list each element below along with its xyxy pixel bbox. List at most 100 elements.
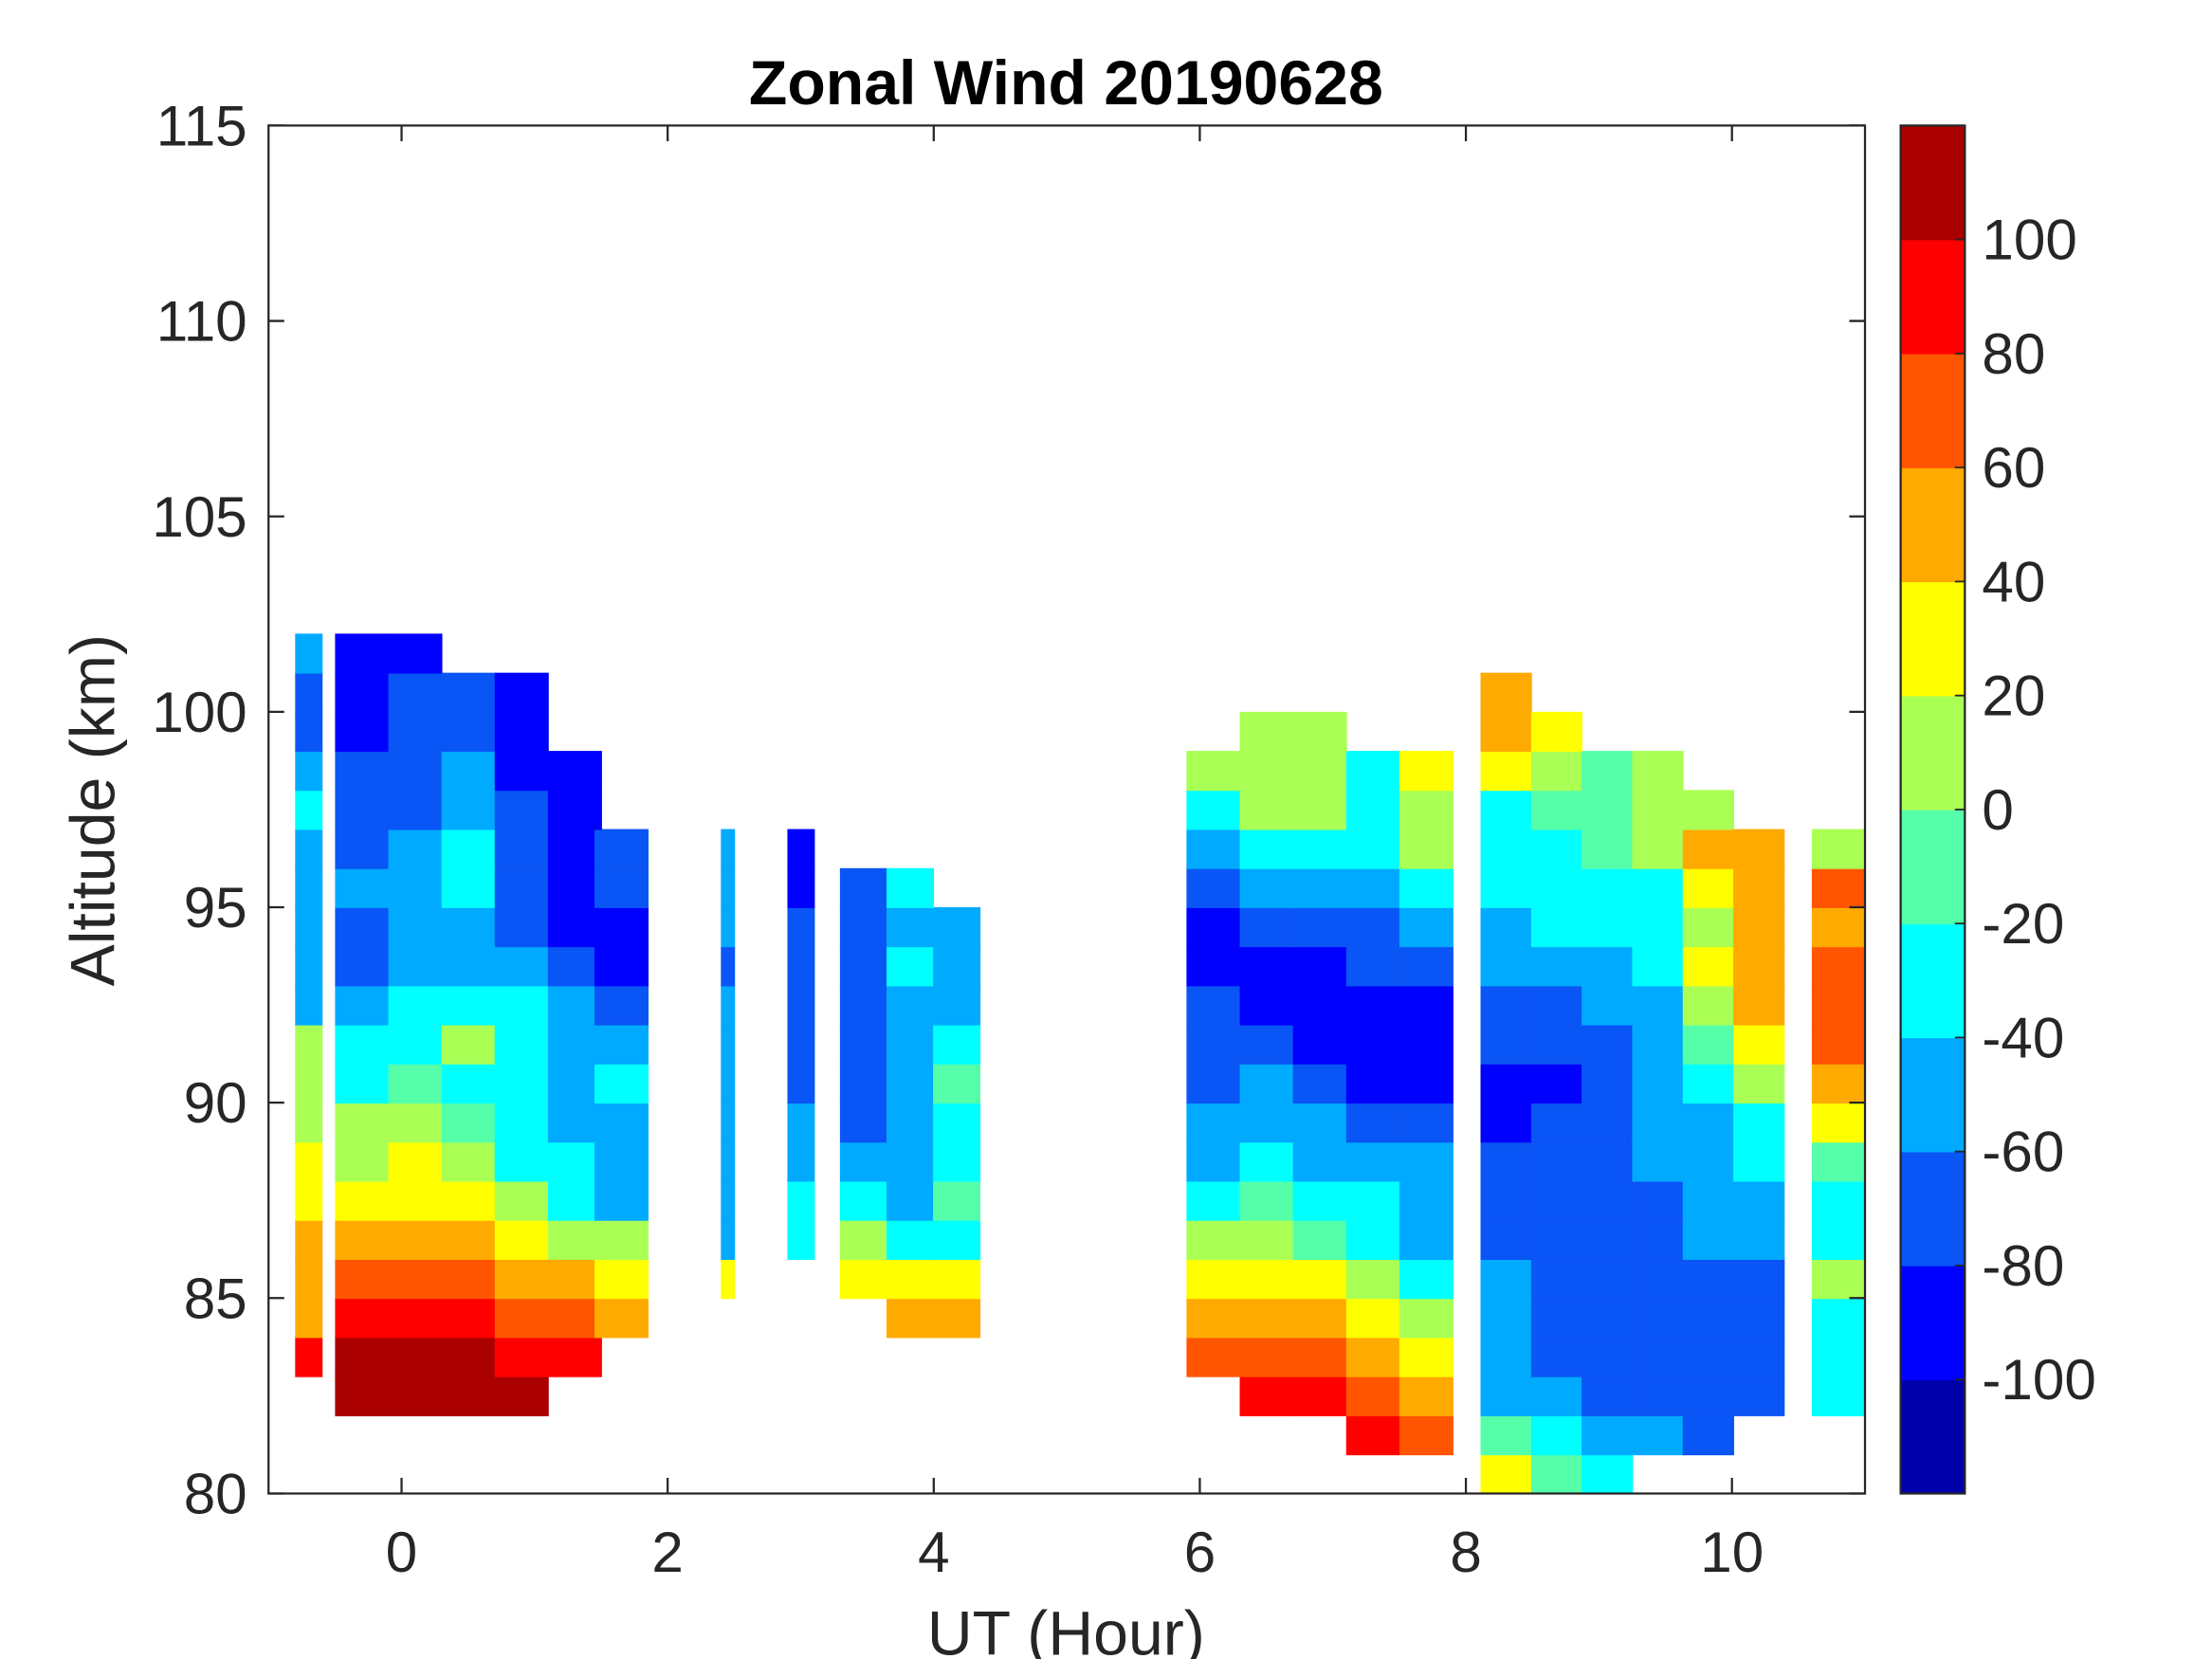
wind-cell (441, 1337, 496, 1377)
wind-cell (1530, 1298, 1583, 1339)
wind-cell (1632, 1414, 1684, 1456)
wind-cell (547, 1180, 602, 1221)
wind-cell (1292, 1298, 1347, 1339)
wind-cell (1632, 946, 1684, 987)
wind-cell (1733, 946, 1785, 987)
wind-cell (1480, 1454, 1532, 1495)
x-axis: 0 2 4 6 8 10 (386, 125, 1764, 1584)
wind-cell (547, 1141, 602, 1182)
wind-cell (441, 1024, 496, 1065)
wind-cell (1682, 907, 1735, 948)
colorbar-tick-label: 80 (1982, 322, 2045, 386)
wind-cell (295, 985, 323, 1026)
wind-cell (295, 829, 323, 869)
wind-cell (721, 1063, 736, 1104)
wind-cell (886, 1141, 935, 1182)
colorbar-tick-label: -40 (1982, 1007, 2064, 1070)
wind-cell (441, 946, 496, 987)
wind-cell (594, 1259, 649, 1300)
wind-cell (787, 946, 815, 987)
wind-cell (1345, 946, 1400, 987)
wind-cell (1186, 1259, 1241, 1300)
wind-cell (335, 672, 390, 713)
wind-cell (441, 1259, 496, 1300)
wind-cell (1581, 1103, 1634, 1143)
wind-cell (1292, 1103, 1347, 1143)
wind-cell (721, 867, 736, 908)
wind-cell (886, 1024, 935, 1065)
wind-cell (1292, 907, 1347, 948)
wind-cell (1811, 1337, 1866, 1377)
wind-cell (1480, 1180, 1532, 1221)
wind-cell (1239, 1337, 1294, 1377)
y-tick-label: 85 (184, 1267, 247, 1330)
wind-cell (295, 1063, 323, 1104)
wind-cell (787, 907, 815, 948)
wind-cell (1345, 751, 1400, 792)
wind-cell (1186, 1337, 1241, 1377)
wind-cell (1239, 1219, 1294, 1260)
colorbar-tick-label: 0 (1982, 778, 2013, 842)
wind-cell (886, 985, 935, 1026)
wind-cell (594, 1103, 649, 1143)
wind-cell (547, 1298, 602, 1339)
wind-cell (1581, 985, 1634, 1026)
wind-cell (494, 751, 549, 792)
wind-cell (1186, 1063, 1241, 1104)
wind-cell (1480, 867, 1532, 908)
wind-cell (1292, 790, 1347, 830)
wind-cell (839, 1219, 887, 1260)
wind-cell (1581, 1063, 1634, 1104)
wind-cell (1530, 829, 1583, 869)
wind-cell (1186, 1141, 1241, 1182)
wind-cell (839, 907, 887, 948)
wind-cell (721, 1024, 736, 1065)
wind-cell (1682, 1337, 1735, 1377)
y-tick-label: 100 (152, 681, 247, 744)
wind-cell (1811, 1141, 1866, 1182)
wind-cell (335, 829, 390, 869)
colorbar-tick-label: 60 (1982, 436, 2045, 500)
x-tick-label: 2 (651, 1521, 683, 1584)
wind-cell (1581, 790, 1634, 830)
wind-cell (721, 1219, 736, 1260)
wind-cell (1480, 1376, 1532, 1416)
wind-cell (388, 985, 443, 1026)
wind-cell (1733, 1180, 1785, 1221)
wind-cell (1345, 1103, 1400, 1143)
wind-cell (1682, 1141, 1735, 1182)
wind-cell (494, 1180, 549, 1221)
wind-cell (1581, 867, 1634, 908)
wind-cell (839, 1180, 887, 1221)
wind-cell (1480, 985, 1532, 1026)
wind-cell (1398, 1259, 1453, 1300)
wind-cell (441, 985, 496, 1026)
wind-cell (1632, 1337, 1684, 1377)
wind-cell (295, 1024, 323, 1065)
colorbar-swatch (1900, 809, 1965, 924)
wind-cell (494, 672, 549, 713)
wind-cell (594, 1141, 649, 1182)
wind-cell (494, 985, 549, 1026)
wind-cell (1811, 985, 1866, 1026)
wind-cell (1345, 1180, 1400, 1221)
wind-cell (335, 1337, 390, 1377)
wind-cell (1530, 1180, 1583, 1221)
wind-cell (335, 790, 390, 830)
wind-cell (933, 1259, 981, 1300)
wind-cell (388, 907, 443, 948)
wind-cell (441, 867, 496, 908)
wind-cell (1480, 1141, 1532, 1182)
wind-cell (441, 1298, 496, 1339)
wind-cell (1632, 1259, 1684, 1300)
wind-cell (1239, 1376, 1294, 1416)
x-tick-label: 0 (386, 1521, 417, 1584)
wind-cell (494, 1259, 549, 1300)
wind-cell (1292, 1259, 1347, 1300)
wind-cell (1682, 867, 1735, 908)
wind-cell (886, 867, 935, 908)
wind-cell (1733, 829, 1785, 869)
wind-cell (1632, 867, 1684, 908)
wind-cell (1186, 907, 1241, 948)
wind-cell (441, 1103, 496, 1143)
